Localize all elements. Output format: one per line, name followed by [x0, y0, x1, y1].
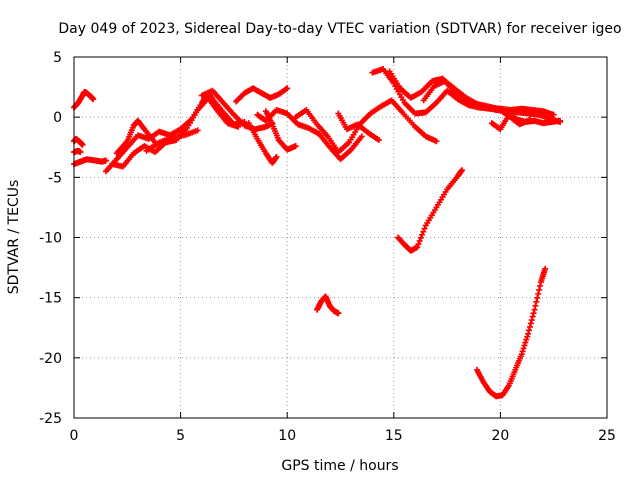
data-series-arc-v	[473, 265, 549, 400]
x-tick-label: 20	[491, 428, 509, 444]
data-point-interp	[421, 225, 428, 232]
data-point	[459, 167, 466, 174]
data-point-interp	[530, 310, 537, 317]
data-point	[550, 111, 557, 118]
data-series-arc-s	[488, 111, 564, 133]
data-point	[542, 265, 549, 272]
y-tick-label: -10	[39, 231, 62, 247]
data-point-interp	[526, 323, 533, 330]
data-point-interp	[520, 345, 527, 352]
y-tick-label: -5	[48, 170, 62, 186]
data-point	[273, 153, 280, 160]
data-point	[531, 306, 538, 313]
data-point-interp	[521, 342, 528, 349]
data-point	[90, 96, 97, 103]
data-series-arc-u	[314, 293, 342, 317]
data-point	[194, 127, 201, 134]
data-point-interp	[533, 298, 540, 305]
data-point-interp	[534, 294, 541, 301]
plot-border	[73, 56, 608, 419]
data-point-interp	[419, 231, 426, 238]
data-series-arc-o	[335, 110, 382, 144]
x-tick-label: 0	[70, 428, 79, 444]
data-point-interp	[536, 286, 543, 293]
data-point-interp	[532, 302, 539, 309]
data-point-interp	[519, 348, 526, 355]
data-point	[414, 244, 421, 251]
data-point-interp	[523, 336, 530, 343]
data-series-arc-b	[71, 135, 86, 148]
y-tick-label: -25	[39, 411, 62, 427]
x-tick-label: 25	[598, 428, 616, 444]
data-series-arc-k	[245, 120, 280, 166]
data-point-interp	[528, 317, 535, 324]
data-series-arc-t	[395, 167, 466, 254]
data-point-interp	[522, 339, 529, 346]
data-point-interp	[417, 234, 424, 241]
data-point	[335, 310, 342, 317]
data-point	[375, 137, 382, 144]
data-series-arc-a	[71, 88, 97, 111]
data-series-arc-p	[369, 66, 557, 118]
y-tick-label: 0	[53, 110, 62, 126]
data-series-arc-c	[71, 147, 84, 156]
plot-area	[71, 66, 564, 400]
data-point	[79, 141, 86, 148]
data-series-arc-q	[386, 68, 564, 125]
data-point-interp	[420, 228, 427, 235]
data-point-interp	[415, 241, 422, 248]
x-axis-label: GPS time / hours	[281, 458, 398, 474]
data-point	[525, 330, 532, 337]
data-point	[77, 149, 84, 156]
data-point	[235, 123, 242, 130]
x-tick-label: 5	[176, 428, 185, 444]
chart-title: Day 049 of 2023, Sidereal Day-to-day VTE…	[58, 21, 621, 37]
data-series-arc-d	[71, 156, 109, 168]
axis-ticks: 0 5 10 15 20 25 5 0 -5 -10 -15 -20 -25	[39, 50, 616, 444]
data-point-interp	[527, 320, 534, 327]
data-point-interp	[529, 313, 536, 320]
data-point	[433, 138, 440, 145]
data-point	[358, 133, 365, 140]
y-tick-label: -15	[39, 291, 62, 307]
data-series-arc-n	[292, 97, 440, 156]
data-point-interp	[535, 290, 542, 297]
y-tick-label: -20	[39, 351, 62, 367]
data-series-arc-j	[233, 85, 291, 105]
x-tick-label: 15	[385, 428, 403, 444]
data-point	[518, 351, 525, 358]
x-tick-label: 10	[278, 428, 296, 444]
data-point	[102, 157, 109, 164]
data-point-interp	[416, 237, 423, 244]
y-tick-label: 5	[53, 50, 62, 66]
y-axis-label: SDTVAR / TECUs	[6, 180, 22, 295]
data-point-interp	[526, 327, 533, 334]
data-point	[284, 85, 291, 92]
data-point-interp	[536, 282, 543, 289]
data-point-interp	[524, 333, 531, 340]
data-series-arc-h	[143, 127, 201, 154]
data-point	[557, 117, 564, 124]
data-point	[292, 143, 299, 150]
